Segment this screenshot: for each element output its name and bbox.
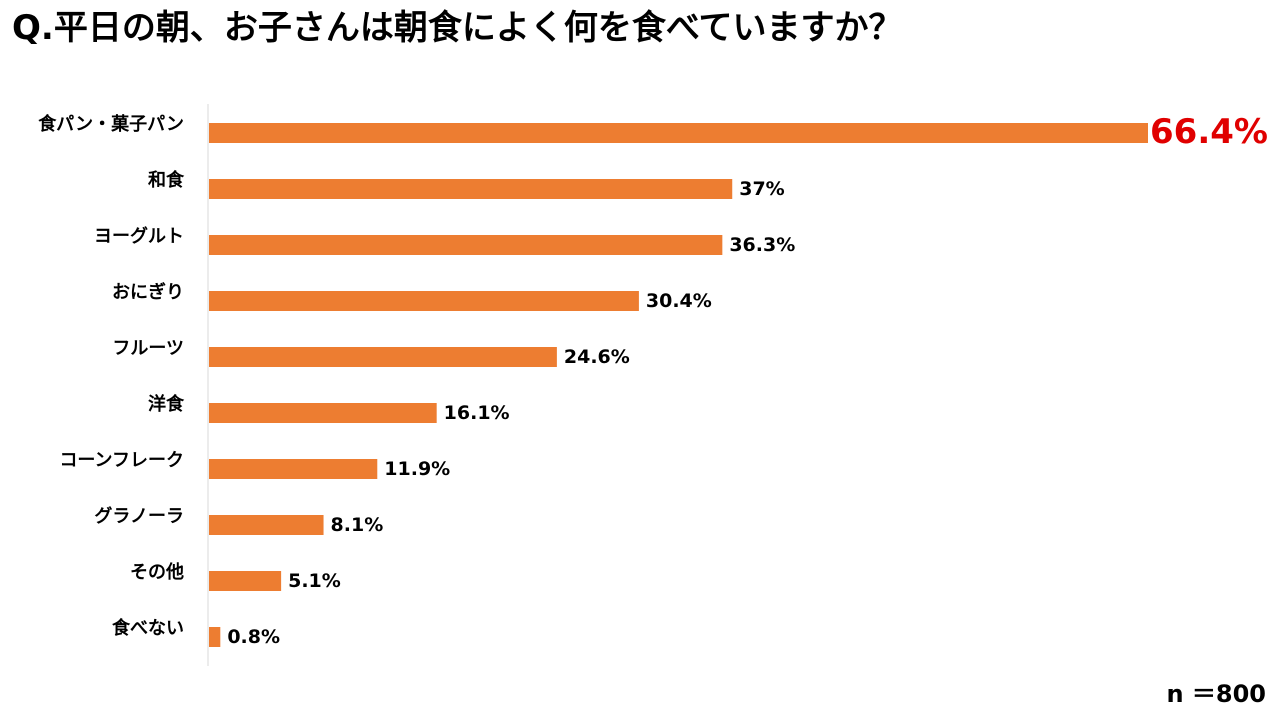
category-label: 洋食 bbox=[148, 393, 185, 415]
bar bbox=[209, 291, 639, 311]
bar bbox=[209, 235, 723, 255]
category-label: グラノーラ bbox=[94, 505, 184, 527]
value-label: 16.1% bbox=[444, 402, 510, 424]
value-label: 30.4% bbox=[646, 290, 712, 312]
category-label: コーンフレーク bbox=[59, 450, 184, 471]
category-label: フルーツ bbox=[112, 338, 184, 359]
value-label: 11.9% bbox=[384, 458, 450, 480]
bar bbox=[209, 123, 1148, 143]
category-label: 和食 bbox=[148, 169, 185, 191]
bar bbox=[209, 627, 221, 647]
bar bbox=[209, 347, 557, 367]
bar bbox=[209, 179, 733, 199]
category-label: おにぎり bbox=[112, 281, 184, 303]
bar bbox=[209, 403, 437, 423]
page-title: Q.平日の朝、お子さんは朝食によく何を食べていますか？ bbox=[12, 8, 903, 48]
bar bbox=[209, 459, 378, 479]
category-label: 食パン・菓子パン bbox=[37, 113, 184, 135]
value-label: 36.3% bbox=[729, 234, 795, 256]
value-label: 24.6% bbox=[564, 346, 630, 368]
bar bbox=[209, 515, 324, 535]
bar bbox=[209, 571, 282, 591]
category-label: ヨーグルト bbox=[94, 225, 184, 247]
category-label: 食べない bbox=[111, 617, 184, 639]
value-label: 37% bbox=[739, 178, 784, 200]
sample-size-label: n ＝800 bbox=[1166, 680, 1266, 708]
value-label: 8.1% bbox=[331, 514, 384, 536]
category-label: その他 bbox=[130, 561, 184, 583]
value-label: 5.1% bbox=[288, 570, 341, 592]
highlight-value-label: 66.4% bbox=[1150, 112, 1268, 152]
value-label: 0.8% bbox=[227, 626, 280, 648]
